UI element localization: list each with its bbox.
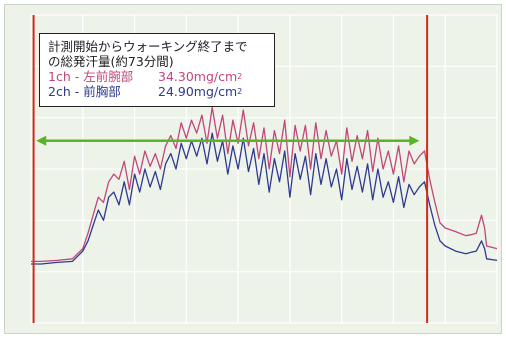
legend-series-2ch-name: 2ch - 前胸部	[48, 84, 121, 99]
legend-series-1ch-unit-sup: 2	[237, 72, 243, 81]
chart-series	[31, 106, 498, 265]
legend-series-2ch-total: 24.90mg/cm	[158, 84, 238, 99]
legend-series-1ch-total: 34.30mg/cm	[158, 69, 238, 84]
series-line-1ch	[31, 106, 498, 263]
legend-series-1ch: 1ch - 左前腕部 34.30mg/cm 2	[48, 69, 266, 84]
series-line-2ch	[31, 132, 498, 265]
legend-title-line-1: 計測開始からウォーキング終了まで	[48, 39, 248, 54]
legend-series-2ch-unit-sup: 2	[237, 87, 243, 96]
green-arrow-head-right	[409, 135, 420, 146]
legend-series-2ch: 2ch - 前胸部 24.90mg/cm 2	[48, 84, 266, 99]
legend-series-1ch-name: 1ch - 左前腕部	[48, 69, 134, 84]
chart-frame: 計測開始からウォーキング終了まで の総発汗量(約73分間) 1ch - 左前腕部…	[4, 4, 502, 334]
green-arrow-head-left	[36, 135, 47, 146]
legend-title-line-2: の総発汗量(約73分間)	[48, 54, 174, 69]
chart-markers	[32, 15, 429, 323]
legend-box: 計測開始からウォーキング終了まで の総発汗量(約73分間) 1ch - 左前腕部…	[39, 33, 275, 107]
